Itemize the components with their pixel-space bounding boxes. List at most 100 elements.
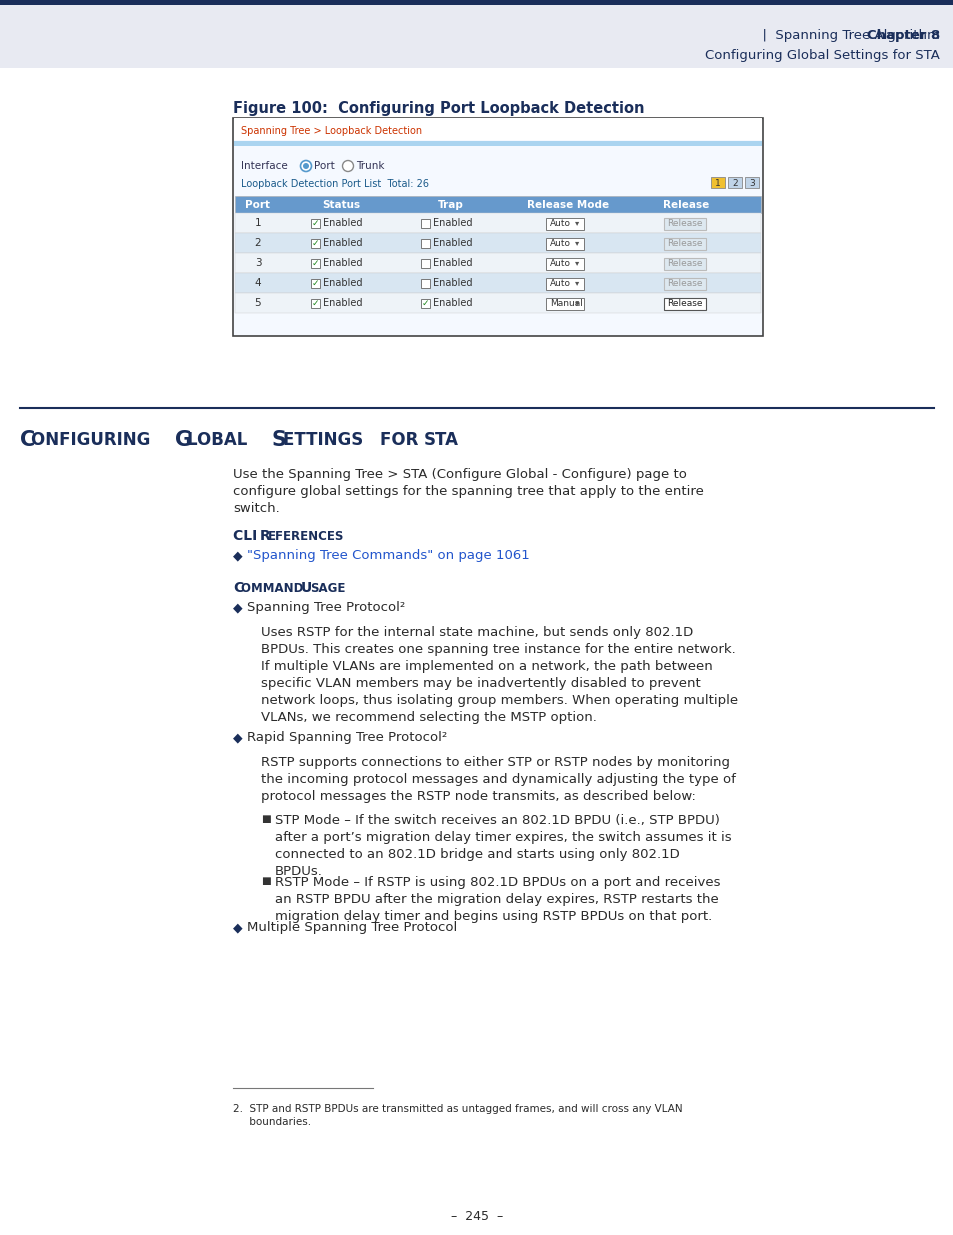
Text: Enabled: Enabled xyxy=(433,278,472,288)
Bar xyxy=(311,219,319,228)
Text: Loopback Detection Port List  Total: 26: Loopback Detection Port List Total: 26 xyxy=(241,179,429,189)
Text: 2.  STP and RSTP BPDUs are transmitted as untagged frames, and will cross any VL: 2. STP and RSTP BPDUs are transmitted as… xyxy=(233,1104,682,1128)
Text: Spanning Tree Protocol²: Spanning Tree Protocol² xyxy=(247,601,405,615)
Text: 3: 3 xyxy=(254,258,261,268)
Text: Release: Release xyxy=(666,238,702,247)
Text: FOR: FOR xyxy=(379,431,430,450)
Text: Enabled: Enabled xyxy=(433,298,472,308)
Text: EFERENCES: EFERENCES xyxy=(268,530,344,542)
Bar xyxy=(744,177,759,188)
Bar xyxy=(0,0,953,5)
Text: ✓: ✓ xyxy=(312,279,319,288)
Bar xyxy=(234,253,760,273)
Bar xyxy=(234,196,760,212)
Text: Auto: Auto xyxy=(550,258,571,268)
Text: 4: 4 xyxy=(254,278,261,288)
Bar xyxy=(420,299,430,308)
Bar xyxy=(233,119,762,336)
Text: RSTP Mode – If RSTP is using 802.1D BPDUs on a port and receives
an RSTP BPDU af: RSTP Mode – If RSTP is using 802.1D BPDU… xyxy=(274,876,720,923)
Text: ▾: ▾ xyxy=(575,258,578,268)
Text: 2: 2 xyxy=(254,238,261,248)
Bar xyxy=(0,5,953,68)
Text: Port: Port xyxy=(245,200,271,210)
Text: ▾: ▾ xyxy=(575,279,578,288)
Text: Rapid Spanning Tree Protocol²: Rapid Spanning Tree Protocol² xyxy=(247,731,447,745)
Text: Status: Status xyxy=(321,200,359,210)
Text: Enabled: Enabled xyxy=(323,298,362,308)
Text: ◆: ◆ xyxy=(233,550,242,562)
Text: 2: 2 xyxy=(731,179,737,188)
Text: U: U xyxy=(301,580,312,595)
Text: Enabled: Enabled xyxy=(433,219,472,228)
Bar xyxy=(545,219,583,230)
Text: "Spanning Tree Commands" on page 1061: "Spanning Tree Commands" on page 1061 xyxy=(247,550,529,562)
Bar xyxy=(663,238,705,249)
Text: C: C xyxy=(20,430,35,450)
Text: ■: ■ xyxy=(261,814,271,824)
Bar xyxy=(545,278,583,290)
Text: 1: 1 xyxy=(715,179,720,188)
Text: LOBAL: LOBAL xyxy=(187,431,258,450)
Text: Multiple Spanning Tree Protocol: Multiple Spanning Tree Protocol xyxy=(247,921,456,935)
Text: ✓: ✓ xyxy=(421,299,429,308)
Text: 1: 1 xyxy=(254,219,261,228)
Text: G: G xyxy=(174,430,192,450)
Text: Release: Release xyxy=(666,258,702,268)
Text: Release: Release xyxy=(666,299,702,308)
Text: Trunk: Trunk xyxy=(355,161,384,170)
Text: ETTINGS: ETTINGS xyxy=(283,431,375,450)
Bar xyxy=(234,273,760,293)
Bar xyxy=(545,298,583,310)
Text: ▾: ▾ xyxy=(575,219,578,227)
Text: OMMAND: OMMAND xyxy=(241,582,312,594)
Text: Chapter 8: Chapter 8 xyxy=(866,28,939,42)
Text: Enabled: Enabled xyxy=(323,258,362,268)
Text: Release: Release xyxy=(666,219,702,227)
Text: ◆: ◆ xyxy=(233,921,242,935)
Text: 3: 3 xyxy=(748,179,754,188)
Circle shape xyxy=(300,161,312,172)
Text: ◆: ◆ xyxy=(233,731,242,745)
Text: SAGE: SAGE xyxy=(310,582,345,594)
Bar xyxy=(545,238,583,249)
Bar xyxy=(311,240,319,248)
Bar xyxy=(233,141,761,146)
Bar xyxy=(233,119,761,140)
Bar xyxy=(545,258,583,270)
Bar xyxy=(420,279,430,288)
Text: S: S xyxy=(272,430,287,450)
Text: Manual: Manual xyxy=(550,299,582,308)
Text: Release Mode: Release Mode xyxy=(526,200,608,210)
Bar xyxy=(663,298,705,310)
Bar xyxy=(234,293,760,312)
Text: ■: ■ xyxy=(261,876,271,885)
Text: 5: 5 xyxy=(254,298,261,308)
Text: R: R xyxy=(260,529,271,543)
Text: Enabled: Enabled xyxy=(323,238,362,248)
Text: STA: STA xyxy=(423,431,458,450)
Bar xyxy=(234,233,760,253)
Bar xyxy=(420,259,430,268)
Text: ONFIGURING: ONFIGURING xyxy=(30,431,162,450)
Bar xyxy=(420,240,430,248)
Text: Spanning Tree > Loopback Detection: Spanning Tree > Loopback Detection xyxy=(241,126,421,136)
Bar xyxy=(311,299,319,308)
Bar xyxy=(420,219,430,228)
Text: Enabled: Enabled xyxy=(323,278,362,288)
Bar xyxy=(234,212,760,233)
Text: ✓: ✓ xyxy=(312,238,319,247)
Text: Enabled: Enabled xyxy=(433,258,472,268)
Text: Trap: Trap xyxy=(437,200,463,210)
Circle shape xyxy=(303,163,309,169)
Text: Use the Spanning Tree > STA (Configure Global - Configure) page to
configure glo: Use the Spanning Tree > STA (Configure G… xyxy=(233,468,703,515)
Text: Release: Release xyxy=(662,200,708,210)
Text: ✓: ✓ xyxy=(312,299,319,308)
Text: ◆: ◆ xyxy=(233,601,242,615)
Text: Configuring Global Settings for STA: Configuring Global Settings for STA xyxy=(704,48,939,62)
Circle shape xyxy=(342,161,354,172)
Text: Uses RSTP for the internal state machine, but sends only 802.1D
BPDUs. This crea: Uses RSTP for the internal state machine… xyxy=(261,626,738,724)
Bar xyxy=(311,279,319,288)
Text: –  245  –: – 245 – xyxy=(451,1210,502,1224)
Text: ✓: ✓ xyxy=(312,219,319,227)
Text: Auto: Auto xyxy=(550,238,571,247)
